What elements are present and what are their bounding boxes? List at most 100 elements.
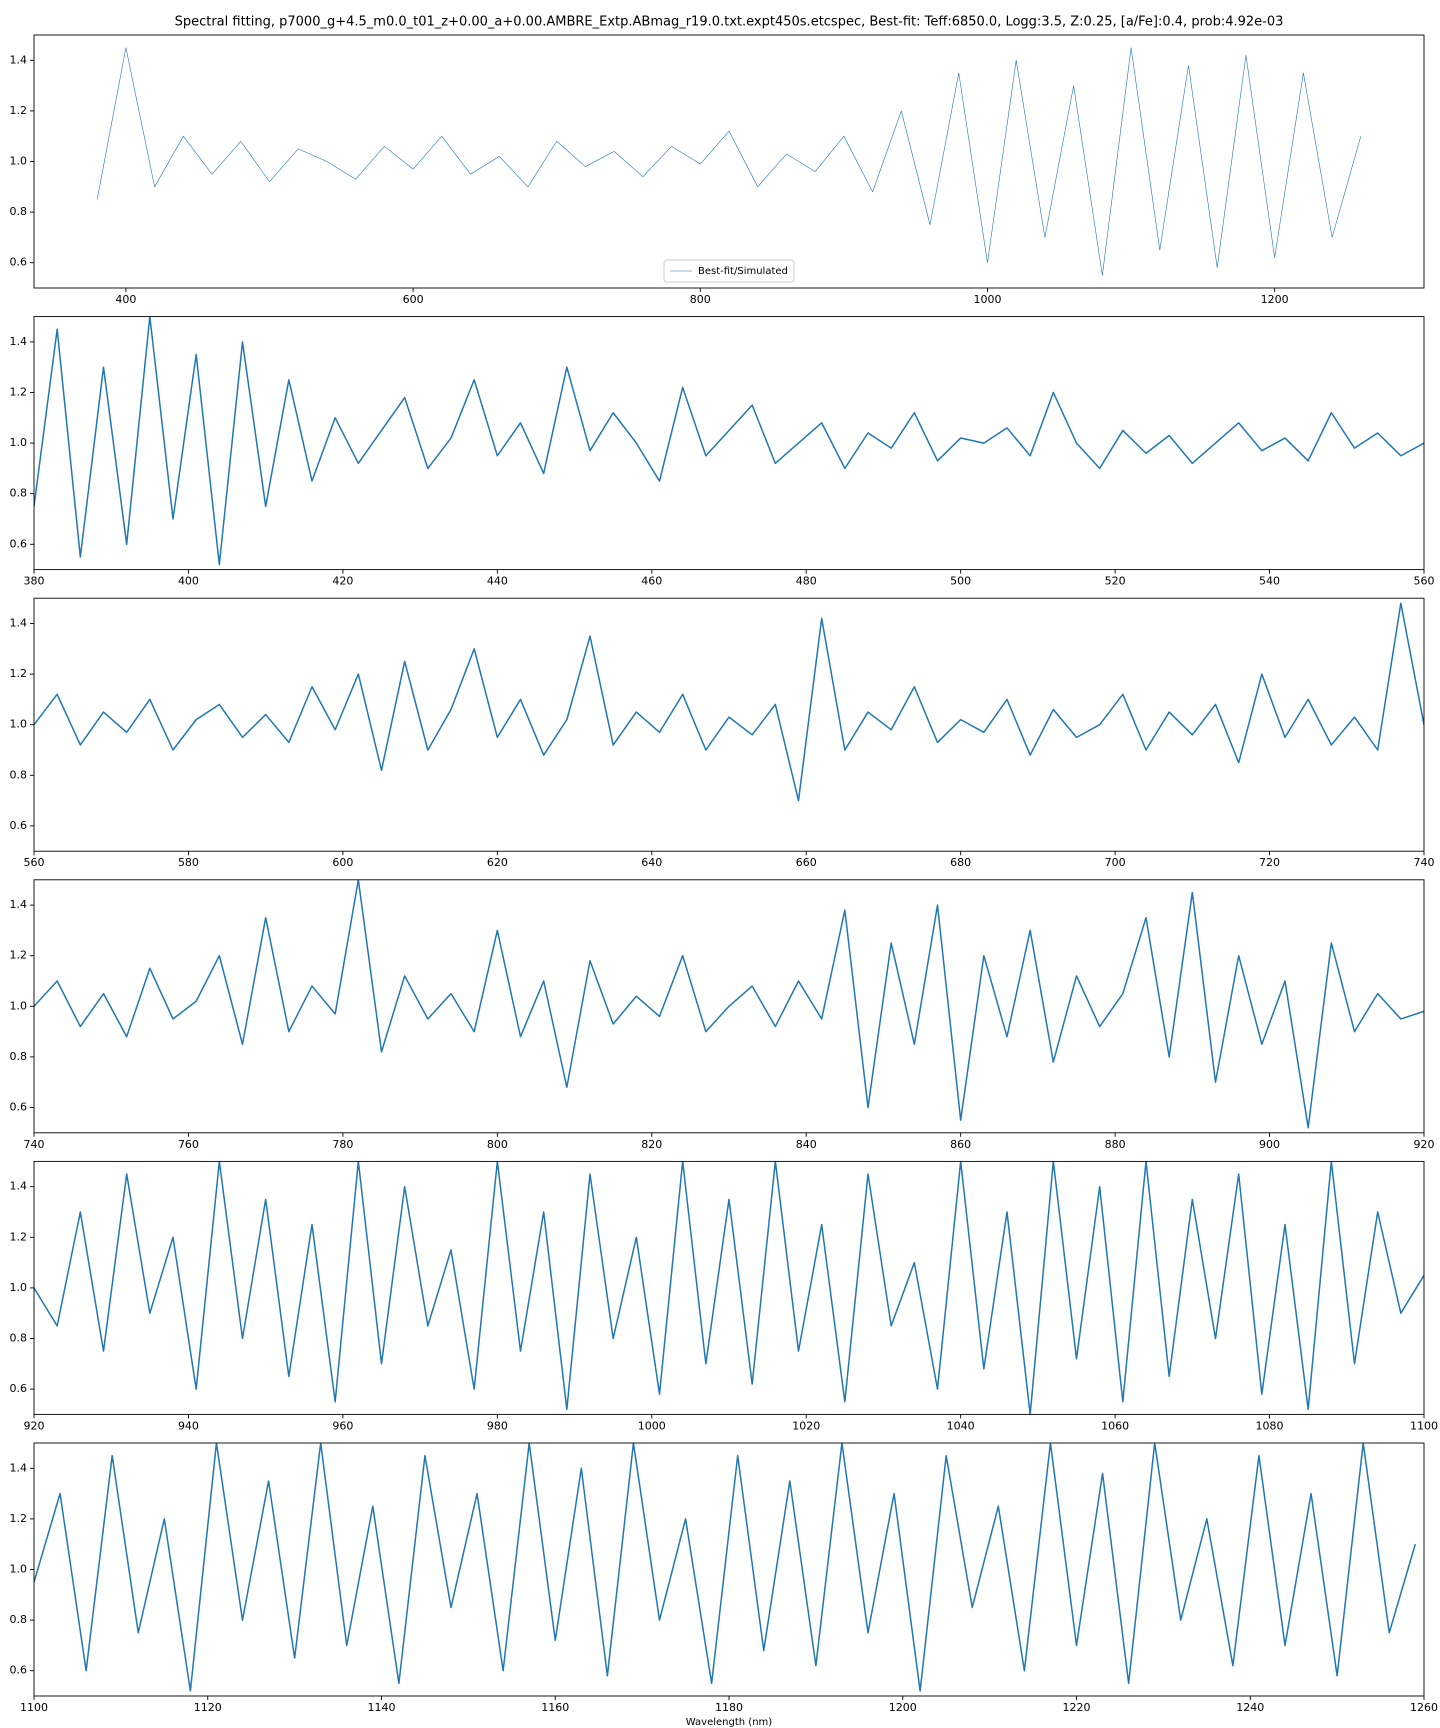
x-tick-label: 820 xyxy=(641,1138,662,1151)
legend-label: Best-fit/Simulated xyxy=(698,266,788,277)
y-tick-label: 1.0 xyxy=(10,718,28,731)
spectrum-line xyxy=(34,879,1424,1129)
x-tick-label: 1260 xyxy=(1410,1701,1438,1714)
x-axis-label: Wavelength (nm) xyxy=(686,1717,772,1728)
x-tick-label: 1100 xyxy=(20,1701,48,1714)
axes-frame xyxy=(33,34,1425,289)
x-tick-label: 1120 xyxy=(194,1701,222,1714)
y-tick-label: 0.8 xyxy=(10,1332,28,1345)
x-tick-label: 380 xyxy=(24,575,45,588)
y-tick-label: 1.0 xyxy=(10,1563,28,1576)
x-tick-label: 800 xyxy=(487,1138,508,1151)
x-tick-label: 560 xyxy=(1414,575,1435,588)
y-tick-label: 1.0 xyxy=(10,999,28,1012)
x-tick-label: 920 xyxy=(1414,1138,1435,1151)
x-tick-label: 720 xyxy=(1259,856,1280,869)
y-tick-label: 0.6 xyxy=(10,1664,28,1677)
y-tick-label: 1.4 xyxy=(10,617,28,630)
y-tick-label: 1.2 xyxy=(10,1512,28,1525)
y-tick-label: 0.8 xyxy=(10,205,28,218)
x-tick-label: 520 xyxy=(1105,575,1126,588)
x-tick-label: 840 xyxy=(796,1138,817,1151)
x-tick-label: 400 xyxy=(178,575,199,588)
y-tick-label: 0.6 xyxy=(10,1382,28,1395)
y-tick-label: 1.2 xyxy=(10,386,28,399)
x-tick-label: 580 xyxy=(178,856,199,869)
x-tick-label: 1020 xyxy=(792,1419,820,1432)
x-tick-label: 740 xyxy=(1414,856,1435,869)
x-tick-label: 400 xyxy=(115,293,136,306)
x-tick-label: 1200 xyxy=(1261,293,1289,306)
y-tick-label: 0.8 xyxy=(10,1050,28,1063)
x-tick-label: 960 xyxy=(332,1419,353,1432)
y-tick-label: 1.0 xyxy=(10,436,28,449)
x-tick-label: 1160 xyxy=(541,1701,569,1714)
x-tick-label: 1080 xyxy=(1256,1419,1284,1432)
plot-area xyxy=(34,1443,1417,1692)
y-tick-label: 1.4 xyxy=(10,1461,28,1474)
y-tick-label: 1.4 xyxy=(10,1180,28,1193)
x-tick-label: 600 xyxy=(332,856,353,869)
x-tick-label: 800 xyxy=(690,293,711,306)
spectrum-line xyxy=(34,1443,1417,1692)
y-tick-label: 0.6 xyxy=(10,1101,28,1114)
y-tick-label: 0.6 xyxy=(10,819,28,832)
x-tick-label: 780 xyxy=(332,1138,353,1151)
x-tick-label: 620 xyxy=(487,856,508,869)
x-tick-label: 440 xyxy=(487,575,508,588)
y-tick-label: 1.2 xyxy=(10,667,28,680)
x-tick-label: 420 xyxy=(332,575,353,588)
legend-box xyxy=(663,259,795,283)
x-tick-label: 1180 xyxy=(715,1701,743,1714)
plot-area xyxy=(34,602,1424,802)
y-tick-label: 0.6 xyxy=(10,537,28,550)
x-tick-label: 540 xyxy=(1259,575,1280,588)
x-tick-label: 900 xyxy=(1259,1138,1280,1151)
y-tick-label: 0.8 xyxy=(10,487,28,500)
x-tick-label: 1220 xyxy=(1063,1701,1091,1714)
x-tick-label: 460 xyxy=(641,575,662,588)
x-tick-label: 880 xyxy=(1105,1138,1126,1151)
x-tick-label: 600 xyxy=(403,293,424,306)
x-tick-label: 940 xyxy=(178,1419,199,1432)
x-tick-label: 640 xyxy=(641,856,662,869)
x-tick-label: 680 xyxy=(950,856,971,869)
y-tick-label: 1.4 xyxy=(10,53,28,66)
x-tick-label: 980 xyxy=(487,1419,508,1432)
plot-area xyxy=(34,879,1424,1129)
y-tick-label: 0.6 xyxy=(10,256,28,269)
x-tick-label: 660 xyxy=(796,856,817,869)
x-tick-label: 700 xyxy=(1105,856,1126,869)
x-tick-label: 1200 xyxy=(889,1701,917,1714)
x-tick-label: 1140 xyxy=(368,1701,396,1714)
x-tick-label: 1100 xyxy=(1410,1419,1438,1432)
y-tick-label: 1.2 xyxy=(10,949,28,962)
x-tick-label: 1240 xyxy=(1236,1701,1264,1714)
x-tick-label: 1000 xyxy=(973,293,1001,306)
y-tick-label: 1.0 xyxy=(10,155,28,168)
x-tick-label: 560 xyxy=(24,856,45,869)
x-tick-label: 1040 xyxy=(947,1419,975,1432)
y-tick-label: 0.8 xyxy=(10,1613,28,1626)
axes-frame xyxy=(33,597,1425,852)
y-tick-label: 0.8 xyxy=(10,768,28,781)
plot-area xyxy=(96,47,1362,276)
y-tick-label: 1.2 xyxy=(10,1230,28,1243)
x-tick-label: 740 xyxy=(24,1138,45,1151)
x-tick-label: 1000 xyxy=(638,1419,666,1432)
spectrum-line xyxy=(34,1161,1424,1415)
spectrum-line xyxy=(96,47,1362,276)
y-tick-label: 1.4 xyxy=(10,335,28,348)
figure-title: Spectral fitting, p7000_g+4.5_m0.0_t01_z… xyxy=(175,15,1284,30)
x-tick-label: 760 xyxy=(178,1138,199,1151)
spectrum-line xyxy=(34,602,1424,802)
x-tick-label: 920 xyxy=(24,1419,45,1432)
spectrum-line xyxy=(34,316,1424,566)
y-tick-label: 1.2 xyxy=(10,104,28,117)
plot-area xyxy=(34,1161,1424,1415)
x-tick-label: 1060 xyxy=(1101,1419,1129,1432)
x-tick-label: 500 xyxy=(950,575,971,588)
x-tick-label: 860 xyxy=(950,1138,971,1151)
